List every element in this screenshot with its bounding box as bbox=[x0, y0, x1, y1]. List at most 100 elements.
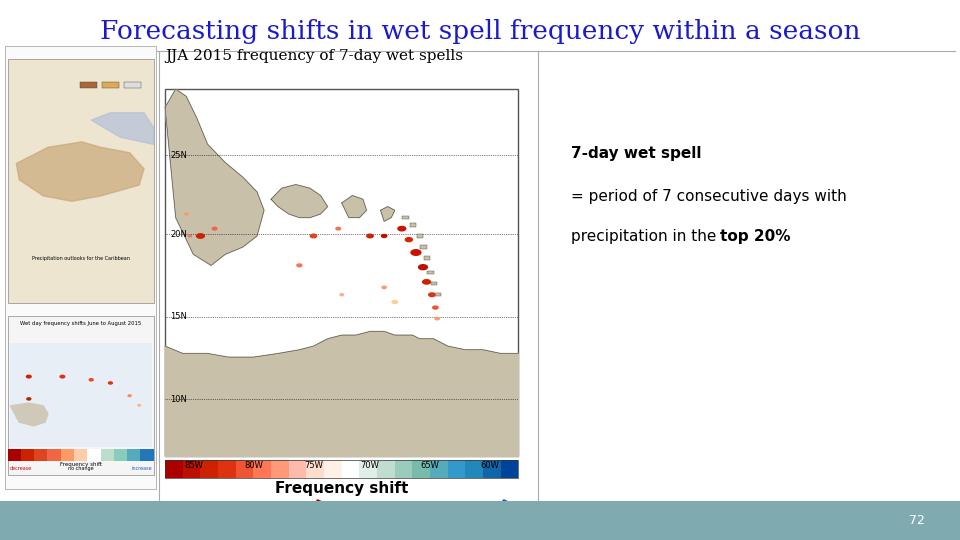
Bar bbox=[306, 460, 324, 478]
Circle shape bbox=[435, 318, 440, 320]
Text: 60W: 60W bbox=[481, 461, 499, 470]
Bar bbox=[289, 460, 306, 478]
Text: Frequency shift: Frequency shift bbox=[60, 462, 102, 467]
Bar bbox=[102, 82, 119, 89]
Text: 65W: 65W bbox=[420, 461, 440, 470]
Circle shape bbox=[184, 213, 188, 215]
Polygon shape bbox=[271, 185, 327, 218]
Polygon shape bbox=[16, 142, 144, 201]
Circle shape bbox=[433, 306, 438, 309]
Bar bbox=[114, 449, 127, 461]
Circle shape bbox=[392, 301, 397, 303]
Bar bbox=[447, 460, 466, 478]
Polygon shape bbox=[380, 207, 395, 221]
Bar bbox=[236, 460, 253, 478]
Circle shape bbox=[212, 227, 217, 230]
Bar bbox=[165, 89, 518, 456]
Text: = period of 7 consecutive days with: = period of 7 consecutive days with bbox=[571, 189, 847, 204]
Bar bbox=[80, 82, 97, 89]
Text: 7-day wet spell: 7-day wet spell bbox=[571, 146, 702, 161]
Text: 70W: 70W bbox=[361, 461, 379, 470]
Circle shape bbox=[310, 234, 317, 238]
Text: 72: 72 bbox=[909, 514, 924, 527]
Bar bbox=[466, 460, 483, 478]
Text: 25N: 25N bbox=[170, 151, 187, 160]
Text: 85W: 85W bbox=[184, 461, 203, 470]
Circle shape bbox=[419, 265, 427, 269]
Circle shape bbox=[340, 294, 344, 296]
Bar bbox=[165, 460, 182, 478]
Text: 15N: 15N bbox=[170, 312, 187, 321]
Text: JJA 2015 frequency of 7-day wet spells: JJA 2015 frequency of 7-day wet spells bbox=[165, 49, 463, 63]
Circle shape bbox=[382, 286, 386, 288]
Bar bbox=[410, 224, 417, 227]
Bar bbox=[501, 460, 518, 478]
Text: precipitation in the: precipitation in the bbox=[571, 230, 722, 245]
Circle shape bbox=[108, 382, 112, 384]
Bar bbox=[483, 460, 501, 478]
Bar bbox=[140, 449, 154, 461]
Bar bbox=[47, 449, 60, 461]
Bar bbox=[74, 449, 87, 461]
Circle shape bbox=[429, 293, 435, 296]
Circle shape bbox=[411, 249, 420, 255]
Polygon shape bbox=[11, 403, 48, 426]
Bar bbox=[413, 460, 430, 478]
Bar bbox=[430, 460, 447, 478]
Circle shape bbox=[398, 226, 406, 231]
Polygon shape bbox=[165, 332, 518, 456]
Bar bbox=[10, 343, 152, 447]
Bar bbox=[8, 316, 154, 475]
Circle shape bbox=[197, 234, 204, 238]
Bar bbox=[420, 245, 427, 248]
Bar bbox=[201, 460, 218, 478]
Text: no change: no change bbox=[301, 510, 382, 525]
Bar bbox=[60, 449, 74, 461]
Bar bbox=[271, 460, 289, 478]
Bar bbox=[359, 460, 377, 478]
Bar bbox=[0, 501, 960, 540]
Circle shape bbox=[60, 375, 64, 378]
Circle shape bbox=[381, 234, 387, 238]
Circle shape bbox=[89, 379, 93, 381]
Bar bbox=[127, 449, 140, 461]
Circle shape bbox=[138, 404, 140, 406]
Bar bbox=[35, 449, 47, 461]
Bar bbox=[21, 449, 35, 461]
Bar bbox=[165, 460, 518, 478]
Polygon shape bbox=[342, 195, 367, 218]
Text: 20N: 20N bbox=[170, 230, 187, 239]
Circle shape bbox=[128, 395, 132, 396]
Circle shape bbox=[336, 227, 341, 230]
Polygon shape bbox=[91, 113, 154, 144]
Bar bbox=[434, 293, 441, 296]
Circle shape bbox=[422, 280, 430, 284]
Text: Frequency shift: Frequency shift bbox=[276, 481, 408, 496]
Circle shape bbox=[297, 264, 301, 267]
Text: decrease: decrease bbox=[10, 466, 32, 471]
Bar bbox=[5, 46, 156, 489]
Circle shape bbox=[405, 238, 413, 241]
Text: no change: no change bbox=[68, 466, 93, 471]
Polygon shape bbox=[165, 89, 264, 265]
Bar bbox=[377, 460, 395, 478]
Bar bbox=[423, 256, 430, 260]
Circle shape bbox=[188, 235, 191, 237]
Bar bbox=[182, 460, 201, 478]
Bar bbox=[324, 460, 342, 478]
Text: increase: increase bbox=[132, 466, 152, 471]
Text: increase: increase bbox=[441, 510, 514, 525]
Bar bbox=[218, 460, 236, 478]
Text: Wet day frequency shifts June to August 2015: Wet day frequency shifts June to August … bbox=[20, 321, 141, 326]
Text: top 20%: top 20% bbox=[720, 230, 790, 245]
Bar bbox=[101, 449, 114, 461]
Text: 10N: 10N bbox=[170, 395, 187, 404]
Text: 80W: 80W bbox=[244, 461, 263, 470]
Bar bbox=[87, 449, 101, 461]
Text: 75W: 75W bbox=[304, 461, 323, 470]
Bar bbox=[431, 282, 438, 285]
Bar bbox=[253, 460, 271, 478]
Bar bbox=[402, 216, 409, 219]
Bar bbox=[8, 59, 154, 303]
Circle shape bbox=[27, 398, 31, 400]
